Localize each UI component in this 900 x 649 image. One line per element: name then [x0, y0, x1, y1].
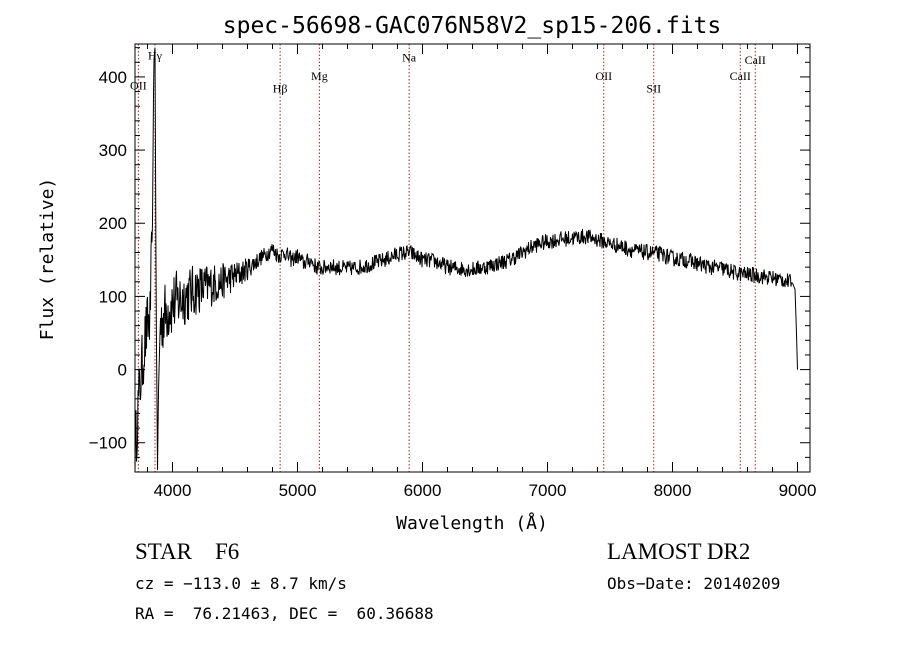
object-class: STAR F6 [135, 539, 240, 564]
line-marker-label: Na [402, 51, 417, 65]
redshift-line: cz = −113.0 ± 8.7 km/s [135, 574, 347, 593]
line-marker-label: OII [130, 78, 147, 92]
spectrum-series [134, 47, 798, 473]
y-tick-label: 200 [99, 214, 127, 233]
x-tick-label: 4000 [154, 481, 192, 500]
y-tick-label: −100 [89, 434, 127, 453]
y-tick-label: 300 [99, 141, 127, 160]
x-tick-label: 8000 [654, 481, 692, 500]
x-tick-label: 7000 [529, 481, 567, 500]
ra-dec-line: RA = 76.21463, DEC = 60.36688 [135, 604, 434, 623]
line-marker-label: OII [595, 69, 612, 83]
line-marker-label: Mg [311, 69, 328, 83]
line-marker-label: CaII [730, 69, 751, 83]
line-marker-label: Hβ [273, 81, 288, 95]
spectrum-line [134, 47, 798, 473]
survey-name: LAMOST DR2 [607, 539, 751, 564]
x-tick-label: 9000 [779, 481, 817, 500]
line-marker-label: SII [646, 81, 661, 95]
x-tick-label: 5000 [279, 481, 317, 500]
y-tick-label: 0 [118, 361, 127, 380]
axis-ticks: 4000 5000 6000 7000 8000 9000 −100 0 100 200 300 40… [89, 44, 817, 500]
line-marker-label: CaII [745, 53, 766, 67]
y-axis-label: Flux (relative) [37, 178, 58, 341]
y-tick-label: 400 [99, 68, 127, 87]
chart-title: spec-56698-GAC076N58V2_sp15-206.fits [223, 13, 722, 39]
x-tick-label: 6000 [404, 481, 442, 500]
x-axis-label: Wavelength (Å) [396, 512, 548, 534]
plot-frame [134, 43, 811, 473]
y-tick-label: 100 [99, 287, 127, 306]
obs-date: Obs−Date: 20140209 [607, 574, 781, 593]
